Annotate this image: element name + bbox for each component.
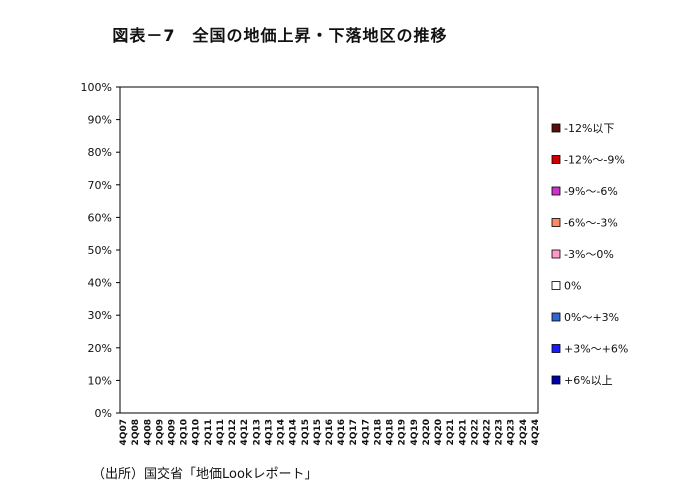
x-tick-label: 4Q20 bbox=[434, 419, 444, 445]
x-tick-label: 4Q15 bbox=[313, 419, 323, 445]
x-tick-label: 2Q13 bbox=[252, 419, 262, 445]
chart-title: 図表－7 全国の地価上昇・下落地区の推移 bbox=[112, 26, 448, 45]
x-tick-label: 4Q22 bbox=[483, 419, 493, 445]
x-tick-label: 2Q18 bbox=[373, 419, 383, 445]
y-tick-label: 20% bbox=[88, 342, 112, 355]
x-tick-label: 2Q24 bbox=[519, 419, 529, 445]
legend-label: 0% bbox=[564, 280, 581, 293]
x-tick-label: 4Q11 bbox=[216, 419, 226, 445]
y-tick-label: 50% bbox=[88, 244, 112, 257]
legend-swatch bbox=[551, 186, 561, 196]
x-tick-label: 4Q08 bbox=[143, 419, 153, 445]
x-tick-label: 4Q24 bbox=[531, 419, 541, 445]
x-tick-label: 2Q10 bbox=[180, 419, 190, 445]
x-tick-label: 2Q21 bbox=[446, 419, 456, 445]
x-tick-label: 2Q15 bbox=[301, 419, 311, 445]
legend-label: 0%～+3% bbox=[564, 311, 619, 324]
x-tick-label: 4Q19 bbox=[410, 419, 420, 445]
x-tick-label: 2Q23 bbox=[495, 419, 505, 445]
legend-swatch bbox=[551, 312, 561, 322]
y-tick-label: 70% bbox=[88, 179, 112, 192]
legend-swatch bbox=[551, 344, 561, 353]
axes-layer: 0%10%20%30%40%50%60%70%80%90%100%4Q07 2Q0… bbox=[81, 81, 541, 445]
plot-area bbox=[119, 86, 539, 414]
y-tick-label: 30% bbox=[88, 309, 112, 322]
x-tick-label: 2Q19 bbox=[398, 419, 408, 445]
legend-swatch bbox=[551, 249, 561, 259]
y-tick-label: 80% bbox=[88, 146, 112, 159]
y-tick-label: 40% bbox=[88, 277, 112, 290]
y-tick-label: 10% bbox=[88, 374, 112, 387]
legend-label: +6%以上 bbox=[564, 374, 613, 387]
legend: -12%以下 -12%～-9% -9%～-6% -6%～-3% -3%～0% 0% 0%～+… bbox=[551, 122, 628, 387]
x-tick-label: 4Q16 bbox=[337, 419, 347, 445]
source-note: （出所）国交省「地価Lookレポート」 bbox=[92, 467, 318, 482]
x-tick-label: 2Q16 bbox=[325, 419, 335, 445]
legend-label: +3%～+6% bbox=[564, 343, 628, 356]
x-tick-label: 2Q14 bbox=[277, 419, 287, 445]
legend-swatch bbox=[551, 155, 561, 164]
y-tick-label: 90% bbox=[88, 114, 112, 127]
legend-label: -3%～0% bbox=[564, 248, 614, 261]
x-tick-label: 4Q18 bbox=[386, 419, 396, 445]
x-tick-label: 2Q22 bbox=[470, 419, 480, 445]
x-tick-label: 2Q09 bbox=[155, 419, 165, 445]
x-tick-label: 4Q21 bbox=[458, 419, 468, 445]
x-tick-label: 4Q17 bbox=[361, 419, 371, 445]
legend-swatch bbox=[551, 218, 561, 227]
x-tick-label: 4Q13 bbox=[264, 419, 274, 445]
x-tick-label: 4Q14 bbox=[289, 419, 299, 445]
legend-swatch bbox=[551, 281, 561, 290]
legend-label: -12%以下 bbox=[564, 122, 614, 135]
x-tick-label: 2Q11 bbox=[204, 419, 214, 445]
legend-label: -6%～-3% bbox=[564, 217, 618, 230]
x-tick-label: 4Q09 bbox=[167, 419, 177, 445]
legend-swatch bbox=[551, 123, 561, 133]
x-tick-label: 2Q08 bbox=[131, 419, 141, 445]
x-tick-label: 2Q20 bbox=[422, 419, 432, 445]
y-tick-label: 100% bbox=[81, 81, 112, 94]
legend-label: -12%～-9% bbox=[564, 154, 625, 167]
x-tick-label: 4Q10 bbox=[192, 419, 202, 445]
x-tick-label: 4Q23 bbox=[507, 419, 517, 445]
x-tick-label: 2Q12 bbox=[228, 419, 238, 445]
y-tick-label: 60% bbox=[88, 211, 112, 224]
legend-label: -9%～-6% bbox=[564, 185, 618, 198]
x-tick-label: 2Q17 bbox=[349, 419, 359, 445]
x-tick-label: 4Q07 bbox=[119, 419, 129, 445]
x-tick-label: 4Q12 bbox=[240, 419, 250, 445]
y-tick-label: 0% bbox=[95, 407, 112, 420]
legend-swatch bbox=[551, 375, 561, 385]
